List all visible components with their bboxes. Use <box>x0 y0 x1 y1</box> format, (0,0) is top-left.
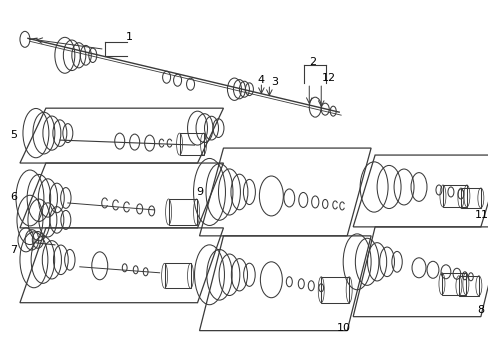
Text: 9: 9 <box>196 187 203 197</box>
Text: 12: 12 <box>322 73 336 83</box>
Text: 11: 11 <box>474 210 488 220</box>
Text: 10: 10 <box>337 323 350 333</box>
Text: 7: 7 <box>10 245 18 255</box>
Text: 8: 8 <box>476 305 484 315</box>
Text: 4: 4 <box>257 75 264 85</box>
Text: 2: 2 <box>308 57 315 67</box>
Text: 1: 1 <box>126 32 133 42</box>
Text: 6: 6 <box>10 192 18 202</box>
Text: 3: 3 <box>270 77 277 87</box>
Text: 5: 5 <box>10 130 18 140</box>
